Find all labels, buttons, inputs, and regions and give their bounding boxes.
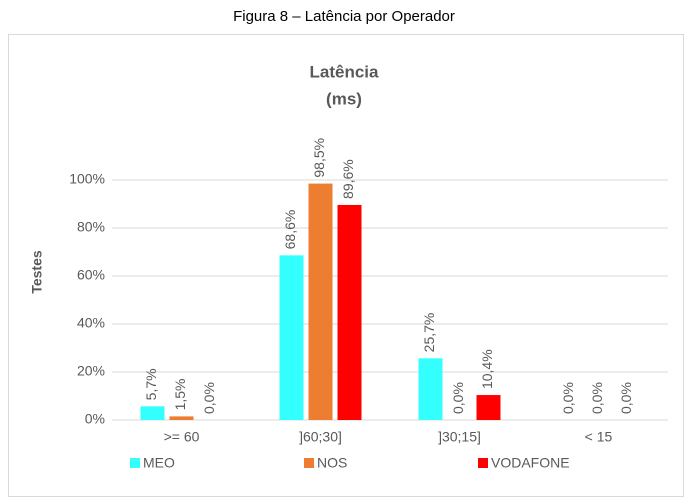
bar <box>140 406 165 420</box>
data-label: 10,4% <box>479 349 495 389</box>
data-label: 0,0% <box>560 382 576 414</box>
y-tick-label: 80% <box>77 219 105 235</box>
data-label: 25,7% <box>421 313 437 353</box>
data-label: 89,6% <box>340 159 356 199</box>
bar <box>169 416 194 420</box>
data-label: 0,0% <box>450 382 466 414</box>
data-label: 0,0% <box>201 382 217 414</box>
bar <box>308 183 333 420</box>
y-tick-label: 20% <box>77 363 105 379</box>
legend-label: VODAFONE <box>491 455 570 471</box>
data-label: 5,7% <box>143 368 159 400</box>
bar <box>418 358 443 420</box>
bar <box>279 255 304 420</box>
x-tick-label: >= 60 <box>164 429 200 445</box>
y-tick-label: 100% <box>69 171 105 187</box>
y-tick-label: 0% <box>85 411 105 427</box>
figure-caption: Figura 8 – Latência por Operador <box>233 8 455 25</box>
data-label: 0,0% <box>589 382 605 414</box>
chart-subtitle: (ms) <box>326 89 362 108</box>
chart-title: Latência <box>310 62 380 81</box>
legend-label: MEO <box>143 455 175 471</box>
legend-swatch <box>478 458 488 468</box>
data-label: 1,5% <box>172 378 188 410</box>
data-label: 68,6% <box>282 210 298 250</box>
legend-swatch <box>130 458 140 468</box>
legend-label: NOS <box>317 455 347 471</box>
bar <box>337 204 362 420</box>
bar <box>476 395 501 420</box>
y-tick-label: 60% <box>77 267 105 283</box>
y-axis-label: Testes <box>29 250 45 294</box>
legend-swatch <box>304 458 314 468</box>
x-tick-label: ]30;15] <box>438 429 481 445</box>
data-label: 98,5% <box>311 138 327 178</box>
x-tick-label: < 15 <box>585 429 613 445</box>
y-tick-label: 40% <box>77 315 105 331</box>
x-tick-label: ]60;30] <box>299 429 342 445</box>
data-label: 0,0% <box>618 382 634 414</box>
